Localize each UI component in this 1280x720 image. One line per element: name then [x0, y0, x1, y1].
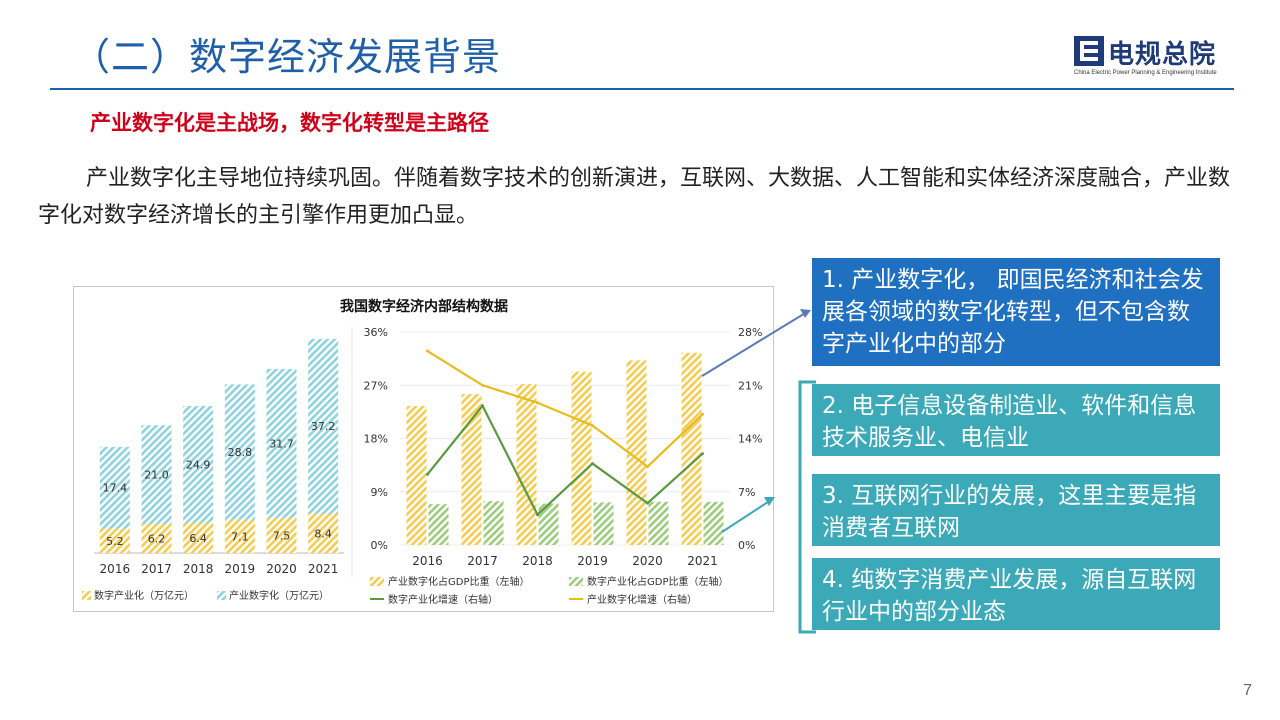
point-industry-digital-growth-2016: [426, 349, 429, 353]
label-industry-digital-2019: 28.8: [228, 446, 253, 459]
bar-industry-digital-2021: [308, 338, 339, 514]
left-x-tick-2020: 2020: [266, 562, 297, 576]
point-digital-industry-growth-2018: [536, 513, 539, 517]
right-x-tick-2019: 2019: [577, 554, 608, 568]
label-digital-industry-2021: 8.4: [314, 527, 332, 540]
bar-digital-industry-gdp-2021: [703, 501, 724, 545]
bar-digital-industry-gdp-2020: [648, 501, 669, 545]
label-industry-digital-2017: 21.0: [144, 469, 169, 482]
left-x-tick-2016: 2016: [100, 562, 131, 576]
right-y-tick-3: 21%: [738, 379, 762, 392]
callout-1-arrowhead: [800, 309, 811, 318]
line-industry-digital-growth: [426, 350, 704, 469]
bar-digital-industry-2018: [183, 522, 214, 553]
bar-digital-industry-2020: [266, 517, 297, 553]
right-y-tick-2: 14%: [738, 433, 762, 446]
legend-swatch-digital-industry-gdp: [569, 577, 583, 586]
left-x-tick-2017: 2017: [141, 562, 172, 576]
logo-english-name: China Electric Power Planning & Engineer…: [1074, 70, 1217, 76]
right-x-tick-2020: 2020: [632, 554, 663, 568]
left-y-tick-0: 0%: [371, 539, 388, 552]
right-x-tick-2018: 2018: [522, 554, 553, 568]
point-industry-digital-growth-2017: [481, 383, 484, 387]
right-x-tick-2021: 2021: [687, 554, 718, 568]
section-subheading: 产业数字化是主战场，数字化转型是主路径: [90, 111, 489, 135]
intro-paragraph: 产业数字化主导地位持续巩固。伴随着数字技术的创新演进，互联网、大数据、人工智能和…: [38, 166, 1231, 228]
label-digital-industry-2020: 7.5: [273, 529, 291, 542]
bar-digital-industry-gdp-2017: [483, 501, 504, 545]
point-industry-digital-growth-2019: [591, 424, 594, 428]
point-industry-digital-growth-2020: [646, 465, 649, 469]
label-industry-digital-2018: 24.9: [186, 458, 211, 471]
bar-industry-digital-gdp-2016: [406, 405, 427, 545]
logo-mark-icon: [1074, 36, 1104, 66]
label-industry-digital-2021: 37.2: [311, 420, 336, 433]
bar-digital-industry-gdp-2018: [538, 503, 559, 545]
legend-label-digital-industry: 数字产业化（万亿元）: [94, 589, 194, 602]
label-digital-industry-2019: 7.1: [231, 530, 249, 543]
page-number: 7: [1243, 682, 1252, 699]
bar-digital-industry-2016: [99, 528, 130, 553]
right-y-tick-4: 28%: [738, 326, 762, 339]
bar-industry-digital-gdp-2019: [571, 371, 592, 545]
bar-digital-industry-gdp-2016: [428, 504, 449, 545]
callout-digital-industrialization: 2. 电子信息设备制造业、软件和信息技术服务业、电信业: [812, 384, 1220, 456]
point-digital-industry-growth-2020: [646, 501, 649, 505]
legend-label-industry-digital: 产业数字化（万亿元）: [229, 589, 329, 602]
bar-industry-digital-2017: [141, 425, 172, 524]
line-digital-industry-growth: [426, 403, 704, 517]
label-digital-industry-2016: 5.2: [106, 535, 124, 548]
legend-swatch-industry-digital-gdp: [370, 577, 384, 586]
bar-digital-industry-gdp-2019: [593, 502, 614, 545]
legend-label-digital-industry-gdp: 数字产业化占GDP比重（左轴）: [587, 575, 728, 588]
chart-panel: 我国数字经济内部结构数据 5.2 17.4 2016 6.2 21.0 2017 6.4 24.…: [73, 286, 774, 612]
bar-industry-digital-2018: [183, 406, 214, 523]
right-y-tick-1: 7%: [738, 486, 755, 499]
point-digital-industry-growth-2016: [426, 472, 429, 476]
callout-digital-consumption: 4. 纯数字消费产业发展，源自互联网行业中的部分业态: [812, 558, 1220, 630]
legend-label-industry-digital-growth: 产业数字化增速（右轴）: [587, 593, 697, 606]
right-x-tick-2017: 2017: [467, 554, 498, 568]
right-y-tick-0: 0%: [738, 539, 755, 552]
chart-title: 我国数字经济内部结构数据: [340, 298, 508, 315]
left-y-tick-3: 27%: [364, 379, 388, 392]
point-industry-digital-growth-2018: [536, 401, 539, 405]
left-x-tick-2019: 2019: [225, 562, 256, 576]
point-industry-digital-growth-2021: [701, 412, 704, 416]
bar-industry-digital-2020: [266, 368, 297, 518]
bar-industry-digital-gdp-2017: [461, 394, 482, 545]
label-digital-industry-2018: 6.4: [189, 532, 207, 545]
point-digital-industry-growth-2019: [591, 462, 594, 466]
legend-label-digital-industry-growth: 数字产业化增速（右轴）: [388, 593, 498, 606]
bar-digital-industry-2021: [308, 513, 339, 553]
bar-digital-industry-2019: [224, 519, 255, 553]
left-x-tick-2018: 2018: [183, 562, 214, 576]
title-divider: [50, 88, 1234, 90]
logo-chinese-name: 电规总院: [1108, 40, 1217, 70]
point-digital-industry-growth-2021: [701, 452, 704, 456]
bar-industry-digital-2019: [224, 384, 255, 520]
left-y-tick-1: 9%: [371, 486, 388, 499]
callout-industry-digitalization: 1. 产业数字化， 即国民经济和社会发展各领域的数字化转型，但不包含数字产业化中…: [812, 258, 1220, 366]
left-y-tick-4: 36%: [364, 326, 388, 339]
bar-industry-digital-2016: [99, 446, 130, 529]
left-x-tick-2021: 2021: [308, 562, 339, 576]
bar-digital-industry-2017: [141, 523, 172, 553]
legend-swatch-industry-digital: [217, 591, 226, 600]
label-industry-digital-2016: 17.4: [103, 482, 128, 495]
callout-internet-industry: 3. 互联网行业的发展，这里主要是指消费者互联网: [812, 474, 1220, 546]
point-digital-industry-growth-2017: [481, 404, 484, 408]
legend-label-industry-digital-gdp: 产业数字化占GDP比重（左轴）: [388, 575, 529, 588]
page-title: （二）数字经济发展背景: [72, 35, 502, 79]
institute-logo: 电规总院 China Electric Power Planning & Eng…: [1074, 32, 1234, 82]
left-y-tick-2: 18%: [364, 433, 388, 446]
legend-swatch-digital-industry: [82, 591, 91, 600]
label-industry-digital-2020: 31.7: [269, 437, 294, 450]
right-x-tick-2016: 2016: [412, 554, 443, 568]
label-digital-industry-2017: 6.2: [148, 532, 166, 545]
bar-industry-digital-gdp-2021: [681, 352, 702, 545]
bar-industry-digital-gdp-2018: [516, 384, 537, 545]
digital-economy-charts: 我国数字经济内部结构数据 5.2 17.4 2016 6.2 21.0 2017 6.4 24.…: [82, 298, 762, 606]
